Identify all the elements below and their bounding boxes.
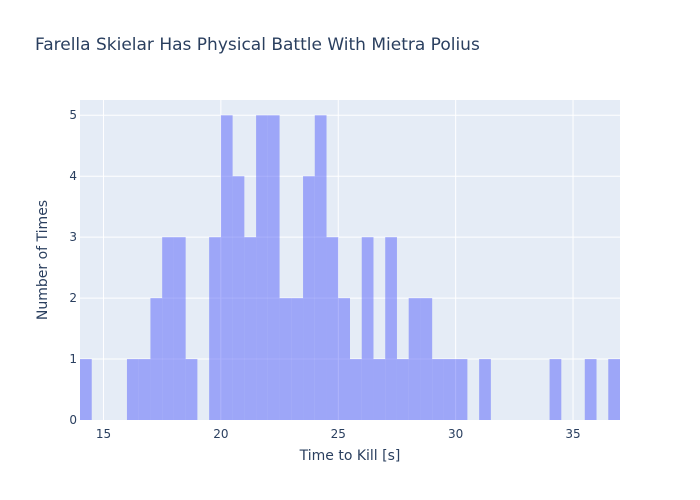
histogram-bar bbox=[267, 115, 280, 420]
bars bbox=[80, 115, 620, 420]
histogram-bar bbox=[385, 237, 397, 420]
y-tick-label: 3 bbox=[69, 230, 77, 244]
histogram-bar bbox=[608, 359, 620, 420]
histogram-bar bbox=[420, 298, 433, 420]
histogram-bar bbox=[443, 359, 456, 420]
histogram-bar bbox=[303, 176, 315, 420]
histogram-bar bbox=[326, 237, 339, 420]
histogram-bar bbox=[479, 359, 491, 420]
histogram-bar bbox=[244, 237, 257, 420]
y-tick-label: 4 bbox=[69, 169, 77, 183]
histogram-bar bbox=[232, 176, 245, 420]
histogram-bar bbox=[279, 298, 292, 420]
y-tick-label: 5 bbox=[69, 108, 77, 122]
histogram-bar bbox=[408, 298, 421, 420]
x-tick-label: 30 bbox=[448, 427, 463, 441]
histogram-bar bbox=[350, 359, 362, 420]
histogram-bar bbox=[584, 359, 597, 420]
chart-title: Farella Skielar Has Physical Battle With… bbox=[35, 35, 480, 55]
x-tick-label: 15 bbox=[96, 427, 111, 441]
x-tick-label: 35 bbox=[565, 427, 580, 441]
histogram-bar bbox=[162, 237, 174, 420]
histogram-bar bbox=[396, 359, 409, 420]
histogram-bar bbox=[80, 359, 92, 420]
histogram-bar bbox=[373, 359, 386, 420]
histogram-bar bbox=[432, 359, 444, 420]
histogram-bar bbox=[173, 237, 186, 420]
histogram-bar bbox=[549, 359, 562, 420]
histogram-bar bbox=[138, 359, 151, 420]
histogram-bar bbox=[314, 115, 327, 420]
histogram-bar bbox=[256, 115, 268, 420]
histogram-bar bbox=[361, 237, 374, 420]
histogram-bar bbox=[455, 359, 468, 420]
histogram-bar bbox=[185, 359, 198, 420]
histogram-bar bbox=[209, 237, 221, 420]
y-tick-labels: 0 1 2 3 4 5 bbox=[69, 108, 77, 427]
y-tick-label: 0 bbox=[69, 413, 77, 427]
y-tick-label: 1 bbox=[69, 352, 77, 366]
y-axis-title: Number of Times bbox=[35, 200, 51, 320]
y-tick-label: 2 bbox=[69, 291, 77, 305]
histogram-bar bbox=[150, 298, 163, 420]
x-tick-labels: 15 20 25 30 35 bbox=[96, 427, 581, 441]
histogram-bar bbox=[291, 298, 304, 420]
x-tick-label: 20 bbox=[213, 427, 228, 441]
histogram-bar bbox=[338, 298, 350, 420]
x-axis-title: Time to Kill [s] bbox=[299, 448, 401, 464]
histogram-bar bbox=[126, 359, 139, 420]
x-tick-label: 25 bbox=[331, 427, 346, 441]
histogram-bar bbox=[220, 115, 233, 420]
